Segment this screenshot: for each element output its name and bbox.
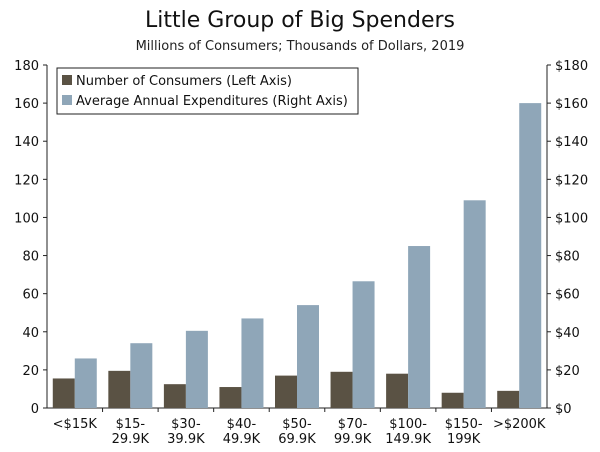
x-tick-label: $50-: [282, 417, 312, 432]
bar-expenditures: [74, 358, 97, 408]
x-tick-label: 49.9K: [223, 432, 261, 447]
left-tick-label: 180: [14, 59, 39, 74]
legend-label: Number of Consumers (Left Axis): [76, 74, 292, 89]
chart-subtitle: Millions of Consumers; Thousands of Doll…: [135, 39, 465, 54]
x-tick-label: 39.9K: [167, 432, 205, 447]
bar-consumers: [330, 371, 353, 408]
x-tick-label: $70-: [338, 417, 368, 432]
right-tick-label: $100: [555, 211, 588, 226]
left-tick-label: 100: [14, 211, 39, 226]
legend: Number of Consumers (Left Axis) Average A…: [56, 67, 359, 115]
legend-swatch: [62, 75, 72, 85]
x-tick-label: $100-: [389, 417, 427, 432]
bar-expenditures: [241, 318, 264, 408]
bar-consumers: [219, 387, 242, 408]
x-tick-label: $40-: [227, 417, 257, 432]
bars: [52, 103, 542, 408]
bar-consumers: [497, 390, 520, 408]
x-tick-label: <$15K: [53, 417, 98, 432]
x-tick-label: 199K: [447, 432, 481, 447]
left-tick-label: 0: [31, 402, 39, 417]
bar-consumers: [386, 373, 409, 408]
right-tick-label: $40: [555, 326, 580, 341]
x-tick-label: 69.9K: [278, 432, 316, 447]
legend-swatch: [62, 95, 72, 105]
right-tick-label: $140: [555, 135, 588, 150]
right-tick-label: $80: [555, 250, 580, 265]
bar-consumers: [441, 392, 464, 408]
left-tick-label: 40: [22, 326, 39, 341]
legend-label: Average Annual Expenditures (Right Axis): [76, 94, 348, 109]
right-tick-label: $120: [555, 173, 588, 188]
right-tick-label: $60: [555, 288, 580, 303]
legend-box: [56, 67, 359, 115]
bar-expenditures: [408, 246, 431, 408]
left-tick-label: 160: [14, 97, 39, 112]
bar-expenditures: [130, 343, 153, 408]
x-tick-label: >$200K: [493, 417, 546, 432]
bar-consumers: [108, 370, 131, 408]
x-tick-label: $30-: [171, 417, 201, 432]
x-tick-label: 29.9K: [112, 432, 150, 447]
axes: 0 20 40 60 80 100 120 140 160 180 $0 $20 $40 $60 $80 $1…: [14, 59, 588, 447]
left-tick-label: 60: [22, 288, 39, 303]
bar-consumers: [163, 384, 186, 408]
bar-expenditures: [463, 200, 486, 408]
x-tick-label: $15-: [116, 417, 146, 432]
bar-expenditures: [297, 305, 319, 408]
left-tick-label: 120: [14, 173, 39, 188]
x-tick-label: 99.9K: [334, 432, 372, 447]
right-tick-label: $180: [555, 59, 588, 74]
x-tick-label: 149.9K: [385, 432, 431, 447]
chart-title: Little Group of Big Spenders: [144, 8, 455, 33]
left-tick-label: 20: [22, 364, 39, 379]
right-tick-label: $0: [555, 402, 572, 417]
right-tick-label: $160: [555, 97, 588, 112]
bar-consumers: [52, 378, 75, 408]
x-tick-label: $150-: [445, 417, 483, 432]
bar-expenditures: [185, 330, 208, 408]
left-tick-label: 80: [22, 250, 39, 265]
right-tick-label: $20: [555, 364, 580, 379]
bar-expenditures: [352, 281, 375, 408]
left-tick-label: 140: [14, 135, 39, 150]
bar-expenditures: [519, 103, 542, 408]
bar-consumers: [275, 375, 297, 408]
